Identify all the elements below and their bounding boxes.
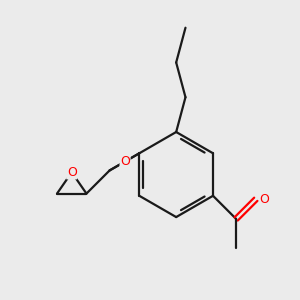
Text: O: O (259, 193, 269, 206)
Text: O: O (67, 166, 77, 179)
Text: O: O (120, 155, 130, 168)
